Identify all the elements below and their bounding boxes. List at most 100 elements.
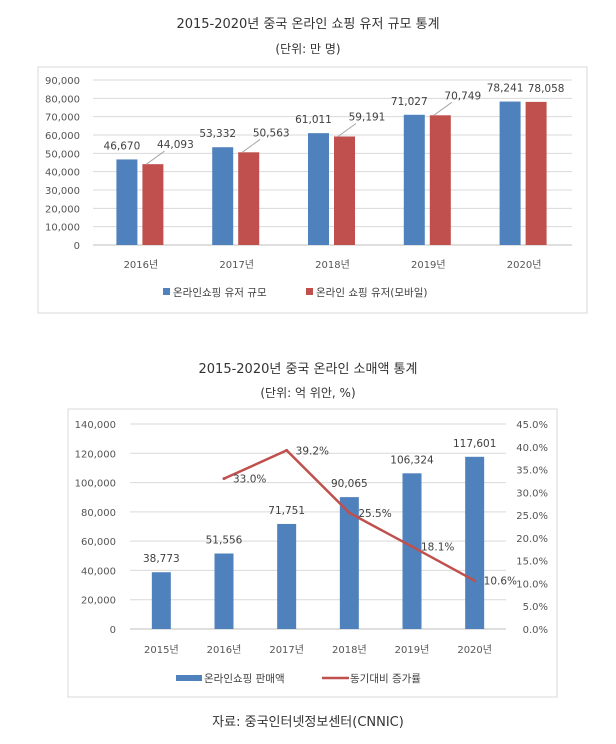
y-tick-label: 100,000 <box>75 479 116 490</box>
x-tick-label: 2018년 <box>332 644 367 656</box>
bar-user-total <box>116 159 138 245</box>
line-data-label: 10.6% <box>484 576 517 588</box>
line-data-label: 18.1% <box>421 542 454 554</box>
bar-user-mobile <box>142 164 164 245</box>
line-point <box>285 448 289 452</box>
bar-user-total <box>308 133 329 245</box>
data-label: 61,011 <box>295 114 332 126</box>
legend-label: 온라인 쇼핑 유저(모바일) <box>316 286 427 299</box>
x-tick-label: 2016년 <box>207 644 242 656</box>
y2-tick-label: 25.0% <box>516 511 548 522</box>
data-label: 78,058 <box>528 83 565 95</box>
line-point <box>473 579 477 583</box>
data-label: 106,324 <box>390 454 434 466</box>
y-tick-label: 40,000 <box>81 566 116 577</box>
x-tick-label: 2019년 <box>411 259 446 271</box>
x-tick-label: 2015년 <box>144 644 179 656</box>
leader-line <box>241 138 261 153</box>
legend-swatch-user-mobile <box>306 288 313 295</box>
y-tick-label: 50,000 <box>45 149 80 160</box>
x-tick-label: 2017년 <box>219 259 254 271</box>
chart2-title: 2015-2020년 중국 온라인 소매액 통계 <box>199 362 418 377</box>
data-label: 44,093 <box>157 139 194 151</box>
y-tick-label: 0 <box>110 625 116 636</box>
y-tick-label: 80,000 <box>45 94 80 105</box>
line-point <box>222 477 226 481</box>
y-tick-label: 80,000 <box>81 508 116 519</box>
x-tick-label: 2018년 <box>315 259 350 271</box>
data-label: 71,751 <box>268 505 305 517</box>
y-tick-label: 60,000 <box>45 131 80 142</box>
y2-tick-label: 0.0% <box>523 625 548 636</box>
bar-user-total <box>499 101 521 245</box>
data-label: 50,563 <box>253 127 290 139</box>
legend-swatch-sales <box>176 675 202 681</box>
y2-tick-label: 30.0% <box>516 488 548 499</box>
y2-tick-label: 5.0% <box>523 602 548 613</box>
chart1-plot: 0 10,000 20,000 30,000 40,000 50,000 60,000 70,… <box>45 76 572 299</box>
y2-tick-label: 20.0% <box>516 534 548 545</box>
x-tick-label: 2016년 <box>124 259 159 271</box>
leader-line <box>146 150 165 165</box>
y-tick-label: 70,000 <box>45 113 80 124</box>
bar-sales <box>277 523 297 629</box>
bar-sales <box>214 553 234 629</box>
x-tick-label: 2017년 <box>269 644 304 656</box>
data-label: 53,332 <box>199 128 236 140</box>
data-label: 71,027 <box>391 96 428 108</box>
source-note: 자료: 중국인터넷정보센터(CNNIC) <box>212 715 404 730</box>
bar-user-total <box>403 114 425 245</box>
y-tick-label: 120,000 <box>75 449 116 460</box>
y2-tick-label: 10.0% <box>516 579 548 590</box>
x-tick-label: 2020년 <box>457 644 492 656</box>
data-label: 70,749 <box>444 90 481 102</box>
line-data-label: 33.0% <box>233 474 266 486</box>
y2-tick-label: 15.0% <box>516 557 548 568</box>
x-tick-label: 2019년 <box>395 644 430 656</box>
leader-line <box>337 123 357 137</box>
data-label: 59,191 <box>349 111 386 123</box>
chart2-subtitle: (단위: 억 위안, %) <box>260 386 355 400</box>
legend-swatch-user-total <box>163 288 170 295</box>
data-label: 51,556 <box>206 535 243 547</box>
bar-sales <box>402 473 422 629</box>
y-tick-label: 60,000 <box>81 537 116 548</box>
bar-sales <box>465 456 485 629</box>
y-tick-label: 140,000 <box>75 420 116 431</box>
leader-line <box>433 101 453 116</box>
bar-user-mobile <box>334 136 355 245</box>
bar-sales <box>339 497 359 629</box>
data-label: 78,241 <box>487 83 524 95</box>
y2-tick-label: 40.0% <box>516 443 548 454</box>
legend-label: 온라인쇼핑 유저 규모 <box>173 287 267 299</box>
data-label: 90,065 <box>331 478 368 490</box>
chart2-plot: 0 20,000 40,000 60,000 80,000 100,000 120,000 1… <box>75 420 548 685</box>
bar-user-total <box>212 147 234 245</box>
y2-tick-label: 35.0% <box>516 466 548 477</box>
y-tick-label: 30,000 <box>45 186 80 197</box>
bar-sales <box>151 572 171 629</box>
bar-user-mobile <box>429 115 451 245</box>
y-tick-label: 90,000 <box>45 76 80 87</box>
data-label: 38,773 <box>143 553 180 565</box>
y-tick-label: 40,000 <box>45 168 80 179</box>
line-point <box>347 511 351 515</box>
legend-label: 동기대비 증가률 <box>350 673 421 685</box>
line-data-label: 25.5% <box>358 508 391 520</box>
y2-tick-label: 45.0% <box>516 420 548 431</box>
y-tick-label: 20,000 <box>81 596 116 607</box>
y-tick-label: 10,000 <box>45 223 80 234</box>
x-tick-label: 2020년 <box>507 259 542 271</box>
legend-label: 온라인쇼핑 판매액 <box>204 673 285 685</box>
bar-user-mobile <box>238 152 260 245</box>
y-tick-label: 20,000 <box>45 204 80 215</box>
y-tick-label: 0 <box>74 241 80 252</box>
data-label: 117,601 <box>453 438 496 450</box>
data-label: 46,670 <box>104 140 141 152</box>
bar-user-mobile <box>525 101 547 245</box>
line-point <box>410 545 414 549</box>
chart1-subtitle: (단위: 만 명) <box>275 42 340 56</box>
chart1-title: 2015-2020년 중국 온라인 쇼핑 유저 규모 통계 <box>176 17 439 32</box>
line-data-label: 39.2% <box>296 445 329 457</box>
